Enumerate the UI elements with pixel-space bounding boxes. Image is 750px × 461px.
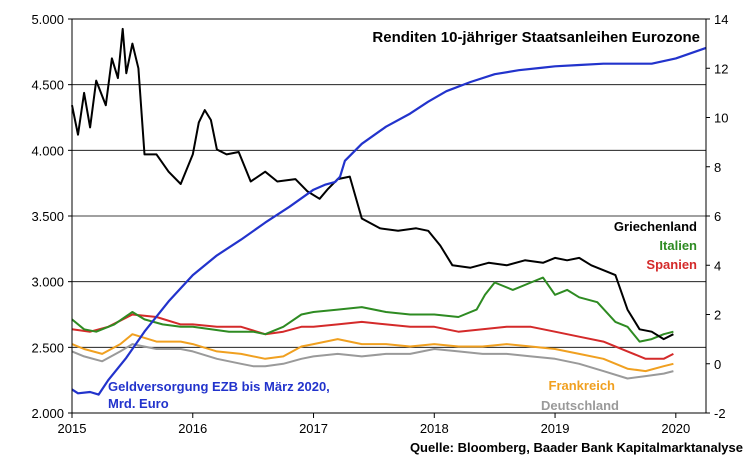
y-left-tick-label: 3.000 <box>31 275 64 290</box>
series-line-frankreich <box>71 333 674 373</box>
series-lines <box>71 27 707 396</box>
series-label-geldversorgung: Geldversorgung EZB bis März 2020, <box>108 379 330 394</box>
series-label-deutschland: Deutschland <box>541 398 619 413</box>
series-label-spanien: Spanien <box>646 257 697 272</box>
x-tick-label: 2016 <box>178 421 207 436</box>
x-tick-label: 2017 <box>299 421 328 436</box>
series-line-deutschland <box>71 343 674 380</box>
series-label-frankreich: Frankreich <box>549 378 616 393</box>
x-tick-label: 2015 <box>58 421 87 436</box>
y-right-tick-label: 6 <box>714 209 721 224</box>
y-right-tick-label: -2 <box>714 406 726 421</box>
y-left-tick-label: 4.500 <box>31 78 64 93</box>
y-left-tick-label: 2.000 <box>31 406 64 421</box>
y-right-tick-label: 12 <box>714 61 728 76</box>
y-right-tick-label: 10 <box>714 111 728 126</box>
y-left-tick-label: 5.000 <box>31 12 64 27</box>
y-left-tick-label: 4.000 <box>31 143 64 158</box>
y-right-tick-label: 0 <box>714 357 721 372</box>
y-right-tick-label: 2 <box>714 308 721 323</box>
gridlines <box>72 84 706 348</box>
series-label-griechenland: Griechenland <box>614 219 697 234</box>
y-right-tick-label: 4 <box>714 258 721 273</box>
y-left-tick-label: 2.500 <box>31 340 64 355</box>
y-right-tick-label: 8 <box>714 160 721 175</box>
series-labels: Geldversorgung EZB bis März 2020, Mrd. Eu… <box>108 219 697 413</box>
series-line-griechenland <box>71 27 674 341</box>
x-tick-label: 2018 <box>420 421 449 436</box>
axes: 5.000 4.500 4.000 3.500 3.000 2.500 2.000 14 12 1… <box>31 12 728 436</box>
series-line-spanien <box>71 313 674 360</box>
x-tick-label: 2020 <box>661 421 690 436</box>
series-line-geldversorgung <box>71 46 707 396</box>
series-line-italien <box>71 276 674 343</box>
series-label-geldversorgung: Mrd. Euro <box>108 396 169 411</box>
y-right-tick-label: 14 <box>714 12 728 27</box>
source-note: Quelle: Bloomberg, Baader Bank Kapitalma… <box>410 440 743 455</box>
x-tick-label: 2019 <box>541 421 570 436</box>
series-label-italien: Italien <box>659 238 697 253</box>
chart-title: Renditen 10-jähriger Staatsanleihen Euro… <box>372 29 700 46</box>
y-left-tick-label: 3.500 <box>31 209 64 224</box>
